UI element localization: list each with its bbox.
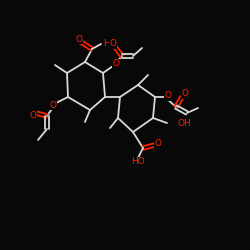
Text: O: O	[164, 92, 172, 100]
Text: O: O	[110, 40, 116, 48]
Text: O: O	[154, 138, 162, 147]
Text: O: O	[182, 90, 188, 98]
Text: HO: HO	[103, 40, 117, 48]
Text: O: O	[76, 34, 82, 43]
Text: O: O	[112, 60, 119, 68]
Text: O: O	[30, 110, 36, 120]
Text: HO: HO	[131, 158, 145, 166]
Text: O: O	[50, 100, 56, 110]
Text: OH: OH	[178, 120, 192, 128]
